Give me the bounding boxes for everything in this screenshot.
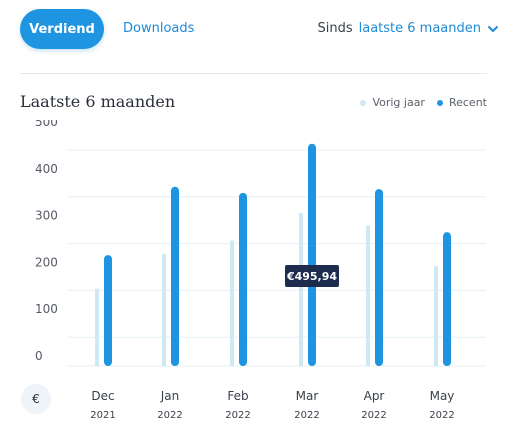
bar-previous: [162, 253, 166, 366]
y-tick-label: 100: [35, 302, 58, 316]
legend-dot-previous: [360, 99, 367, 106]
bar-recent: [443, 232, 451, 366]
x-tick-year-label: 2022: [361, 410, 386, 421]
bar-recent: [239, 192, 247, 366]
x-tick-label: Mar: [296, 389, 319, 403]
section-title: Laatste 6 maanden: [20, 92, 176, 111]
x-tick-label: Apr: [364, 389, 385, 403]
bar-previous: [299, 212, 303, 366]
tab-downloads[interactable]: Downloads: [123, 21, 195, 36]
x-tick-label: May: [430, 389, 455, 403]
range-prefix: Sinds: [317, 21, 353, 36]
earnings-bar-chart: 0 100 200 300 400 500 Dec 2021 Jan 2022 Feb 2022 Mar…: [35, 120, 486, 421]
tooltip-box: [285, 265, 339, 287]
x-tick-label: Dec: [91, 389, 114, 403]
y-tick-label: 300: [35, 209, 58, 223]
x-tick-year-label: 2022: [157, 410, 182, 421]
legend-item-recent: Recent: [436, 96, 487, 109]
header-divider: [20, 73, 487, 74]
bar-recent: [375, 189, 383, 366]
chart-legend: Vorig jaar Recent: [360, 96, 487, 109]
legend-dot-recent: [436, 99, 443, 106]
y-tick-label: 200: [35, 255, 58, 269]
y-tick-label: 400: [35, 162, 58, 176]
legend-item-previous: Vorig jaar: [360, 96, 425, 109]
bar-recent: [171, 186, 179, 366]
y-tick-label: 0: [35, 349, 43, 363]
x-tick-year-label: 2022: [294, 410, 319, 421]
legend-label-recent: Recent: [448, 96, 487, 109]
tab-verdiend[interactable]: Verdiend: [20, 9, 104, 49]
range-selector[interactable]: Sinds laatste 6 maanden: [317, 21, 499, 36]
x-tick-label: Jan: [160, 389, 180, 403]
bar-previous: [366, 225, 370, 366]
bar-previous: [434, 266, 438, 366]
bar-recent: [104, 255, 112, 366]
currency-button[interactable]: €: [21, 384, 51, 414]
bar-previous: [230, 240, 234, 366]
bar-previous: [95, 288, 99, 366]
bar-recent: [308, 143, 316, 366]
x-tick-label: Feb: [227, 389, 248, 403]
x-tick-year-label: 2021: [90, 410, 115, 421]
range-selected-value[interactable]: laatste 6 maanden: [358, 21, 481, 36]
tooltip-value: €495,94: [286, 270, 337, 283]
y-tick-label: 500: [35, 120, 58, 129]
x-tick-year-label: 2022: [225, 410, 250, 421]
chevron-down-icon[interactable]: [487, 23, 499, 35]
x-tick-year-label: 2022: [429, 410, 454, 421]
legend-label-previous: Vorig jaar: [372, 96, 425, 109]
value-tooltip: €495,94: [285, 265, 339, 287]
